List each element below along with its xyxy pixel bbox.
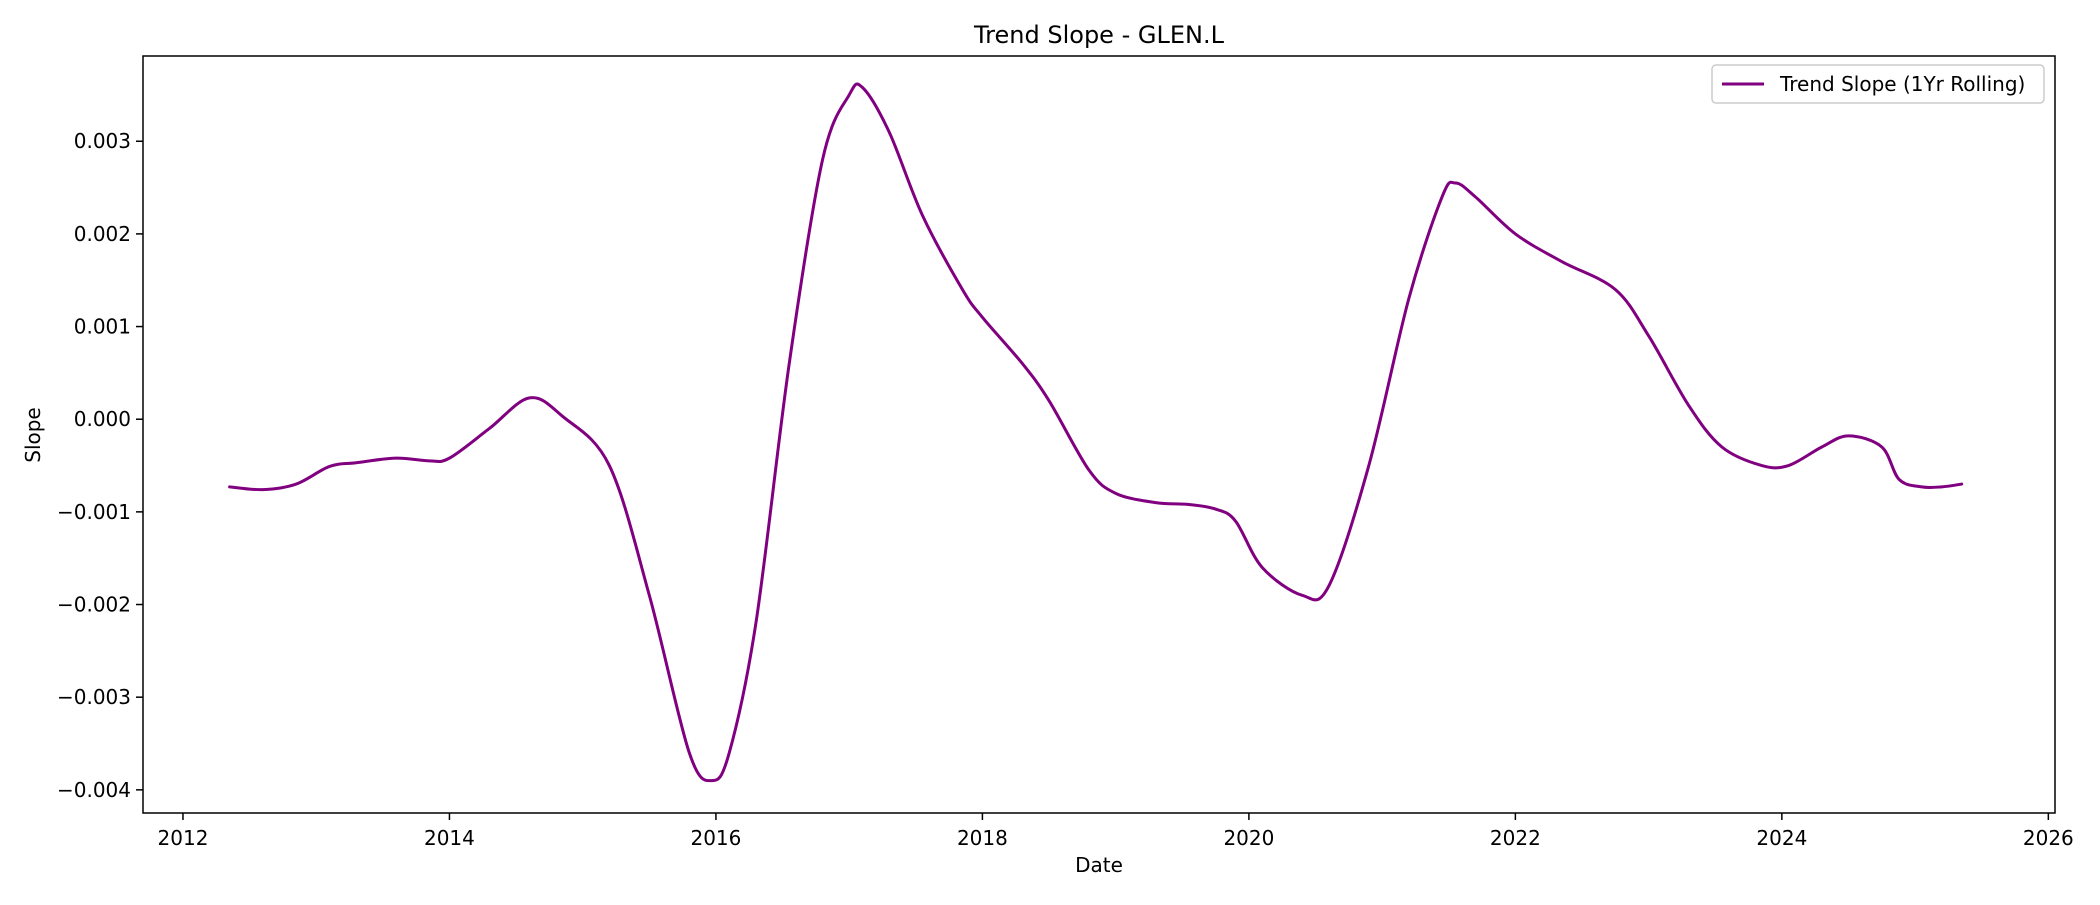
chart-title: Trend Slope - GLEN.L: [973, 21, 1225, 49]
x-tick-label: 2026: [2023, 826, 2074, 850]
x-tick-label: 2024: [1756, 826, 1807, 850]
y-tick-label: −0.002: [57, 593, 131, 617]
legend-box: [1711, 64, 2045, 104]
x-tick-label: 2018: [957, 826, 1008, 850]
y-axis-label: Slope: [21, 407, 45, 463]
y-tick-label: 0.002: [74, 222, 131, 246]
y-tick-label: −0.001: [57, 500, 131, 524]
y-tick-label: 0.000: [74, 407, 131, 431]
series-line-trend-slope: [228, 82, 1964, 783]
y-tick-label: −0.003: [57, 685, 131, 709]
x-tick-label: 2012: [158, 826, 209, 850]
x-tick-label: 2020: [1223, 826, 1274, 850]
x-axis-label: Date: [1075, 853, 1123, 877]
y-tick-label: 0.003: [74, 129, 131, 153]
plot-area-frame: [142, 55, 2056, 814]
legend: Trend Slope (1Yr Rolling): [1711, 64, 2045, 104]
x-axis-ticks: 2012 2014 2016 2018 2020 2022 2024 2026: [158, 813, 2074, 850]
x-tick-label: 2022: [1490, 826, 1541, 850]
y-axis-ticks: −0.004 −0.003 −0.002 −0.001 0.000 0.001 0.002 0…: [57, 129, 143, 802]
x-tick-label: 2016: [690, 826, 741, 850]
legend-label-trend-slope: Trend Slope (1Yr Rolling): [1779, 72, 2025, 96]
y-tick-label: −0.004: [57, 778, 131, 802]
x-tick-label: 2014: [424, 826, 475, 850]
y-tick-label: 0.001: [74, 315, 131, 339]
